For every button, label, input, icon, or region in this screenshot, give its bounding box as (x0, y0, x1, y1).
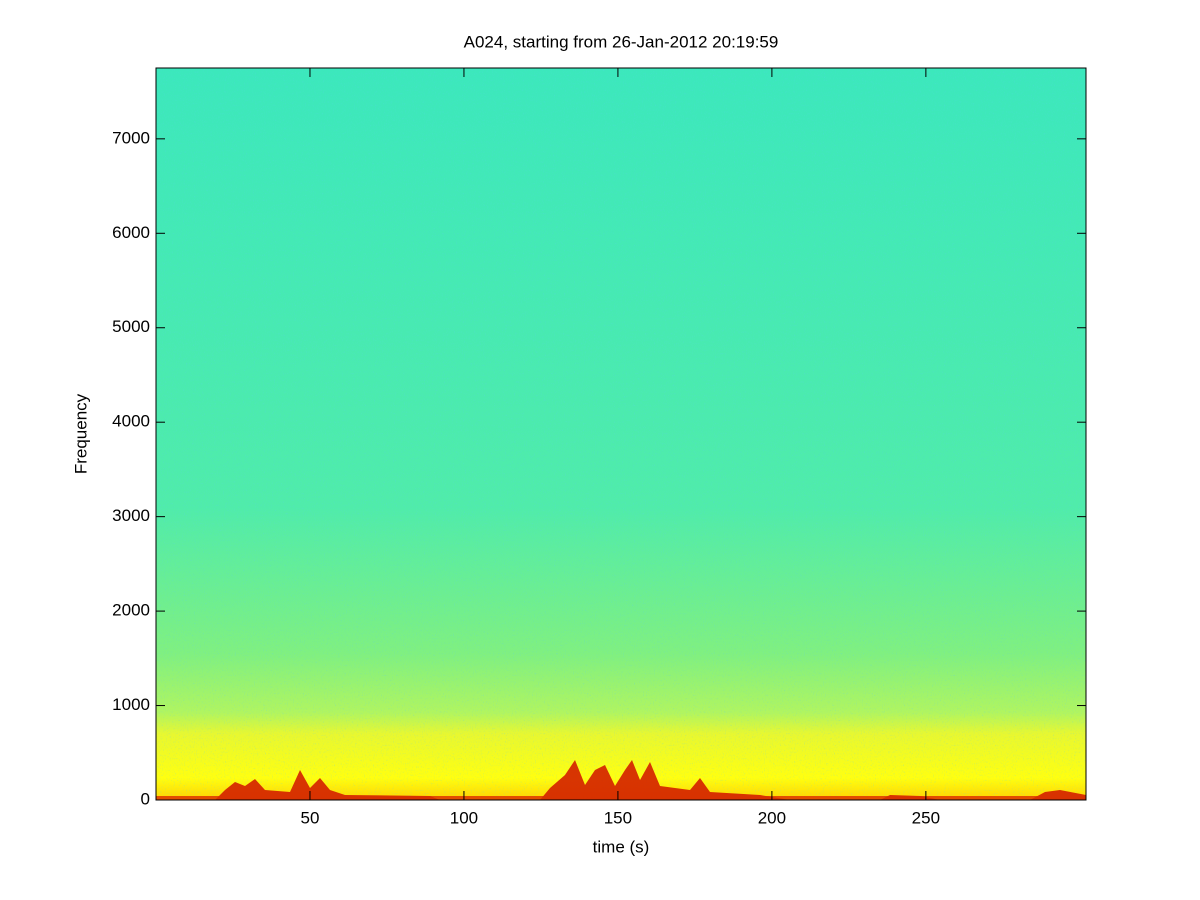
y-tick-label: 2000 (112, 601, 150, 620)
x-tick-label: 50 (301, 808, 320, 827)
x-tick-label: 150 (604, 808, 632, 827)
spectrogram-image (156, 68, 1086, 800)
y-tick-label: 6000 (112, 223, 150, 242)
y-tick-label: 3000 (112, 506, 150, 525)
y-tick-label: 5000 (112, 317, 150, 336)
axes-box (155, 67, 1087, 801)
y-tick-label: 7000 (112, 128, 150, 147)
x-axis-label: time (s) (593, 837, 650, 856)
x-tick-label: 100 (450, 808, 478, 827)
x-tick-label: 200 (758, 808, 786, 827)
y-axis-label: Frequency (71, 393, 90, 474)
y-tick-label: 1000 (112, 695, 150, 714)
x-tick-label: 250 (912, 808, 940, 827)
y-tick-label: 0 (141, 789, 150, 808)
y-tick-label: 4000 (112, 412, 150, 431)
chart-title: A024, starting from 26-Jan-2012 20:19:59 (464, 32, 779, 51)
